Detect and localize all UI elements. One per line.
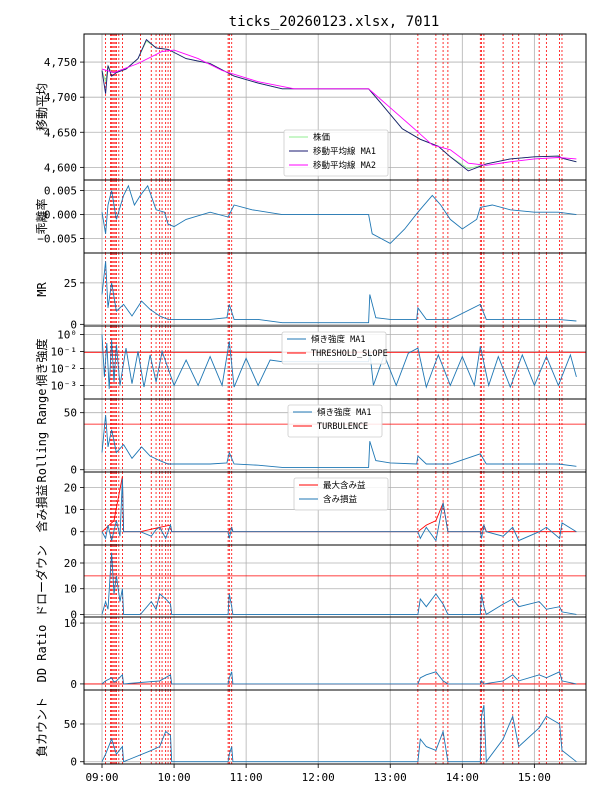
- series-line-0: [101, 184, 577, 244]
- ytick-label: 4,700: [44, 91, 77, 104]
- panel-4: 0 50 Rolling Range 傾き強度 MA1 TURBULENCE: [35, 389, 587, 483]
- ytick-label: 4,650: [44, 126, 77, 139]
- ylabel: ドローダウン: [34, 545, 49, 617]
- ylabel: DD Ratio: [35, 625, 49, 683]
- legend-label: THRESHOLD_SLOPE: [311, 349, 388, 359]
- xtick-label: 12:00: [302, 771, 335, 784]
- ytick-label: 10: [64, 583, 77, 596]
- series-line-0: [101, 261, 577, 324]
- ytick-label: 25: [64, 277, 77, 290]
- panel-7: 0 10 DD Ratio: [35, 616, 587, 691]
- series-line-0: [101, 705, 577, 763]
- ylabel: 負カウント: [35, 697, 49, 757]
- ytick-label: 10: [64, 504, 77, 517]
- series-line-0: [101, 671, 577, 685]
- ylabel: 含み損益: [34, 484, 49, 532]
- ytick-label: 10⁻²: [51, 362, 78, 375]
- ytick-label: 0: [70, 526, 77, 539]
- ytick-label: 0.000: [44, 209, 77, 222]
- ytick-label: 4,750: [44, 56, 77, 69]
- ytick-label: 10: [64, 617, 77, 630]
- legend-label: 傾き強度 MA1: [311, 334, 365, 345]
- legend: 傾き強度 MA1 THRESHOLD_SLOPE: [281, 331, 388, 365]
- xtick-label: 11:00: [230, 771, 263, 784]
- ylabel: Rolling Range: [35, 389, 49, 483]
- ytick-label: 0: [70, 464, 77, 477]
- ytick-label: 50: [64, 407, 77, 420]
- ytick-label: 0: [70, 318, 77, 331]
- legend-label: 移動平均線 MA1: [313, 146, 376, 157]
- ylabel: MR: [35, 282, 49, 297]
- series-line-0: [101, 334, 577, 389]
- ytick-label: 4,600: [44, 161, 77, 174]
- panel-6: 0 10 20 ドローダウン: [34, 544, 587, 621]
- series-line-2: [101, 49, 577, 166]
- ytick-label: 50: [64, 718, 77, 731]
- legend-label: 移動平均線 MA2: [313, 160, 376, 171]
- ylabel: 乖離率: [34, 198, 49, 234]
- legend-label: TURBULENCE: [317, 422, 368, 432]
- series-line-0: [101, 552, 577, 616]
- chart-title: ticks_20260123.xlsx, 7011: [229, 14, 440, 30]
- ytick-label: 10⁻¹: [51, 345, 78, 358]
- xtick-label: 14:00: [446, 771, 479, 784]
- ytick-label: 20: [64, 481, 77, 494]
- panel-2: 0 25 MR: [35, 252, 587, 331]
- ytick-label: 20: [64, 557, 77, 570]
- legend-box: [287, 404, 383, 438]
- ylabel: 傾き強度: [34, 338, 49, 386]
- ytick-label: 10⁻³: [51, 379, 78, 392]
- ytick-label: 10⁰: [57, 328, 77, 341]
- legend-label: 傾き強度 MA1: [317, 407, 371, 418]
- legend-label: 含み損益: [323, 494, 358, 505]
- ylabel: 移動平均: [35, 83, 49, 131]
- legend: 傾き強度 MA1 TURBULENCE: [287, 404, 383, 438]
- ytick-label: 0: [70, 756, 77, 769]
- legend-box: [283, 129, 389, 177]
- legend-box: [281, 331, 387, 365]
- series-line-0: [101, 414, 577, 468]
- xtick-label: 09:00: [85, 771, 118, 784]
- x-axis: 09:00 10:00 11:00 12:00 13:00 14:00 15:00: [85, 764, 551, 784]
- legend-label: 最大含み益: [323, 480, 366, 491]
- legend-label: 株価: [313, 132, 331, 143]
- xtick-label: 10:00: [158, 771, 191, 784]
- panel-frame: [83, 689, 587, 765]
- ytick-label: −0.005: [37, 233, 77, 246]
- ytick-label: 0.005: [44, 185, 77, 198]
- legend-box: [293, 477, 389, 511]
- xtick-label: 15:00: [518, 771, 551, 784]
- ytick-label: 0: [70, 678, 77, 691]
- ytick-label: 0: [70, 608, 77, 621]
- panel-8: 0 50 負カウント: [35, 689, 587, 769]
- xtick-label: 13:00: [374, 771, 407, 784]
- series-line-1: [101, 478, 577, 542]
